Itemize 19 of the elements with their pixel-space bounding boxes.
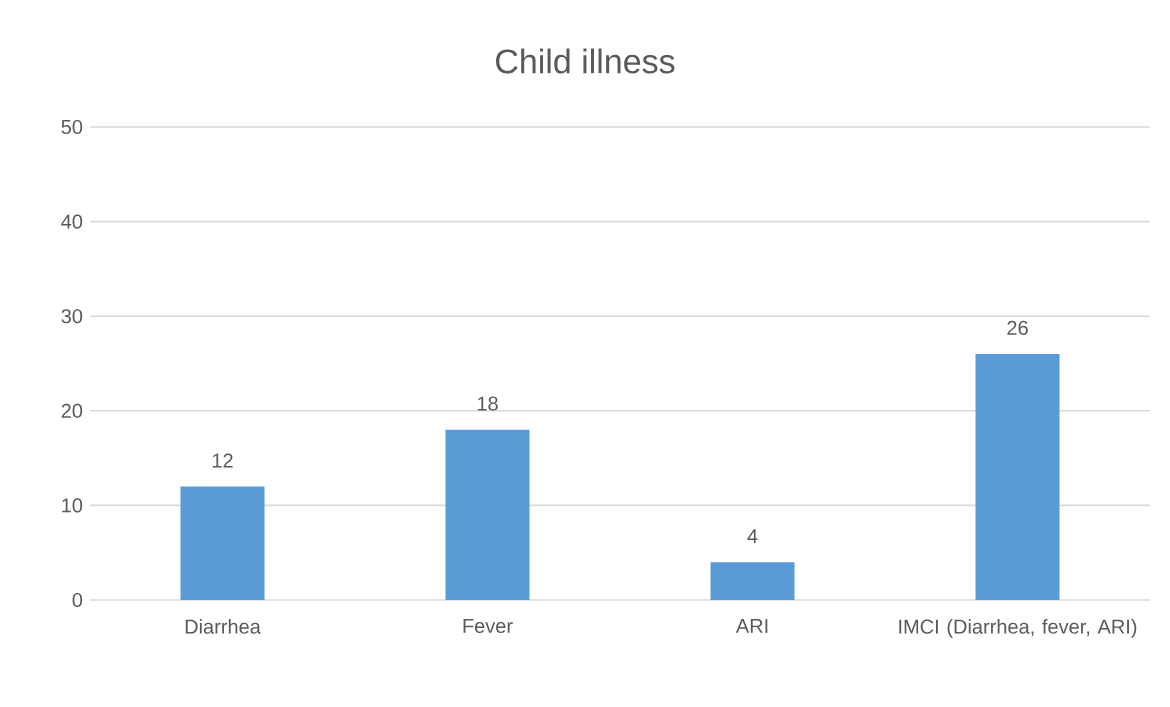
data-label: 18 xyxy=(477,396,498,411)
data-label: 12 xyxy=(212,453,233,468)
x-tick-label: Fever xyxy=(463,619,513,634)
y-tick-label: 20 xyxy=(61,403,83,418)
y-tick-label: 30 xyxy=(61,309,83,324)
y-tick-label: 50 xyxy=(61,119,83,135)
bar xyxy=(975,354,1060,600)
bar xyxy=(445,429,530,600)
x-tick-label: ARI xyxy=(735,619,768,633)
y-tick-label: 10 xyxy=(62,498,83,513)
bar xyxy=(180,486,265,600)
data-label: 4 xyxy=(747,529,758,544)
x-tick-label: Diarrhea xyxy=(185,619,261,634)
x-tick-label: IMCI (Diarrhea, fever, ARI) xyxy=(899,619,1137,638)
bar xyxy=(710,562,795,600)
data-label: 26 xyxy=(1007,320,1028,335)
y-tick-label: 40 xyxy=(61,214,83,229)
y-tick-label: 0 xyxy=(72,592,83,608)
chart-title: Child illness xyxy=(496,48,675,74)
